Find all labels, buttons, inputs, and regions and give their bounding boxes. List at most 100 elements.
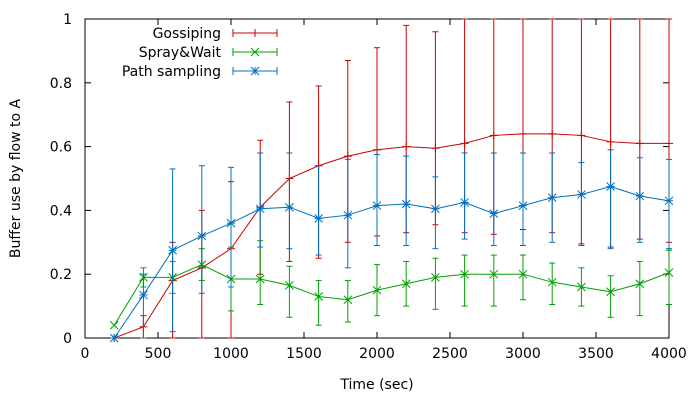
data-point (577, 282, 586, 292)
x-tick-label: 1000 (213, 346, 249, 362)
error-bar (257, 152, 264, 248)
error-bar (140, 273, 147, 339)
series-line (114, 133, 669, 339)
error-bar (315, 280, 322, 326)
data-point (109, 320, 119, 330)
error-bar (490, 254, 497, 307)
data-point (255, 204, 265, 214)
data-point (314, 214, 323, 223)
error-bar (520, 254, 526, 301)
y-tick-label: 1 (63, 12, 72, 28)
series-1 (109, 240, 674, 330)
error-bar (461, 152, 468, 240)
data-point (343, 295, 353, 305)
x-tick-label: 4000 (651, 346, 687, 362)
data-point (606, 182, 615, 191)
error-bar (198, 165, 205, 294)
data-point (519, 129, 527, 138)
legend-label: Spray&Wait (139, 45, 222, 61)
data-point (635, 279, 645, 289)
error-bar (315, 165, 322, 256)
data-point (460, 198, 469, 207)
data-point (401, 199, 411, 209)
data-point (548, 129, 557, 138)
legend-marker (250, 47, 260, 57)
data-point (373, 145, 381, 154)
data-point (635, 191, 645, 201)
data-point (489, 269, 499, 279)
data-point (401, 279, 411, 289)
data-point (547, 193, 557, 202)
error-bar (344, 280, 351, 323)
data-point (226, 218, 236, 228)
error-bar (257, 240, 264, 306)
series-line (113, 185, 670, 339)
data-point (577, 190, 586, 199)
error-bar (374, 154, 380, 246)
data-point (343, 210, 353, 220)
legend-label: Gossiping (153, 26, 221, 42)
data-point (460, 139, 469, 148)
data-point (606, 137, 615, 146)
data-point (635, 139, 644, 148)
y-tick-label: 0.8 (50, 76, 72, 92)
data-point (372, 285, 382, 295)
data-point (285, 281, 294, 290)
legend-marker (251, 29, 259, 37)
data-point (489, 209, 499, 218)
data-point (431, 144, 440, 153)
x-tick-label: 0 (81, 346, 90, 362)
data-point (664, 268, 674, 277)
data-point (518, 201, 528, 210)
y-tick-label: 0.6 (50, 140, 72, 156)
error-bar (286, 265, 293, 318)
error-bar (490, 152, 497, 246)
y-axis-label: Buffer use by flow to A (8, 99, 24, 259)
data-point (343, 152, 352, 161)
data-point (606, 287, 615, 297)
error-bar (607, 275, 614, 318)
series-layer (109, 18, 674, 343)
x-tick-label: 2000 (359, 346, 395, 362)
error-bar (666, 249, 672, 306)
legend: Gossiping Spray&Wait Path sampling (122, 26, 278, 80)
y-tick-label: 0.4 (50, 203, 72, 219)
data-point (285, 202, 294, 212)
data-point (664, 196, 674, 206)
error-bar (432, 257, 439, 310)
data-point (402, 142, 411, 151)
x-axis-label: Time (sec) (339, 377, 413, 393)
x-tick-label: 2500 (432, 346, 468, 362)
tick-labels: 0 500 1000 1500 2000 2500 3000 3500 4000 0 0.2 0.4 0… (50, 12, 687, 362)
error-bar (607, 149, 614, 250)
data-point (547, 277, 557, 287)
data-point (168, 245, 177, 255)
error-bar (578, 162, 585, 246)
legend-label: Path sampling (122, 64, 221, 80)
legend-item: Path sampling (122, 64, 278, 80)
data-point (109, 333, 119, 343)
data-point (255, 274, 265, 284)
series-line (113, 264, 670, 326)
legend-marker (250, 66, 260, 76)
error-bar (520, 152, 526, 246)
y-tick-label: 0.2 (50, 267, 72, 283)
data-point (431, 273, 440, 282)
data-point (518, 269, 528, 279)
error-bar (549, 262, 556, 306)
data-point (314, 292, 323, 301)
x-tick-label: 3500 (578, 346, 614, 362)
error-bar (286, 152, 293, 250)
data-point (577, 131, 586, 140)
x-tick-label: 1500 (286, 346, 322, 362)
x-tick-label: 3000 (505, 346, 541, 362)
data-point (460, 269, 469, 279)
legend-item: Spray&Wait (139, 45, 278, 61)
series-2 (109, 149, 674, 343)
y-tick-label: 0 (63, 331, 72, 347)
data-point (197, 231, 207, 241)
data-point (431, 204, 440, 214)
error-bar (461, 254, 468, 307)
data-point (139, 290, 148, 300)
legend-item: Gossiping (153, 26, 278, 42)
